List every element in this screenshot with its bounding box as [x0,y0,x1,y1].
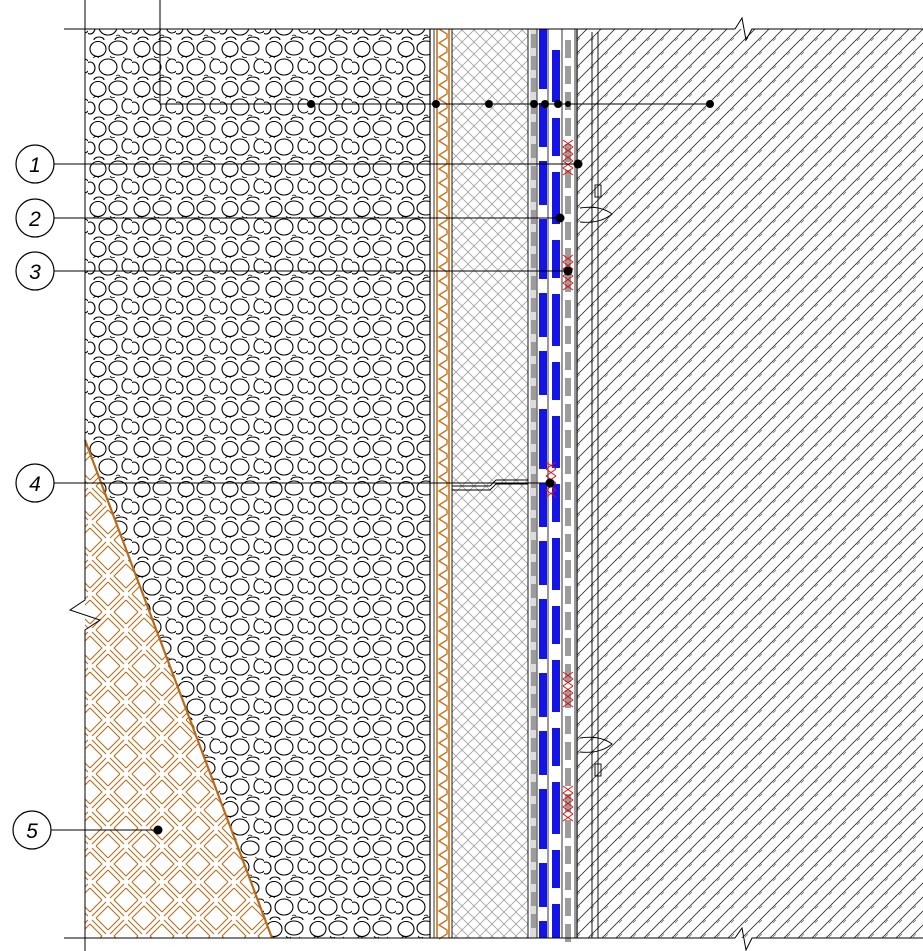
callout-label-3: 3 [29,261,41,284]
fastening-rail [579,32,613,938]
callout-label-5: 5 [26,820,38,843]
callout-label-2: 2 [28,208,41,231]
callout-label-4: 4 [29,473,41,496]
callout-5: 5 [12,810,163,850]
callout-2: 2 [15,198,565,238]
callout-4: 4 [15,463,555,503]
concrete-wall [576,29,923,938]
sealant-joints [545,139,574,822]
callout-1: 1 [15,144,583,184]
section-border-lines [64,0,923,951]
layer-leader-line [159,0,714,108]
left-edge-break-line [68,29,102,938]
callout-3: 3 [15,251,573,291]
waterproofing-layer [539,29,576,942]
soil-wedge [83,439,274,939]
callout-label-1: 1 [29,154,41,177]
